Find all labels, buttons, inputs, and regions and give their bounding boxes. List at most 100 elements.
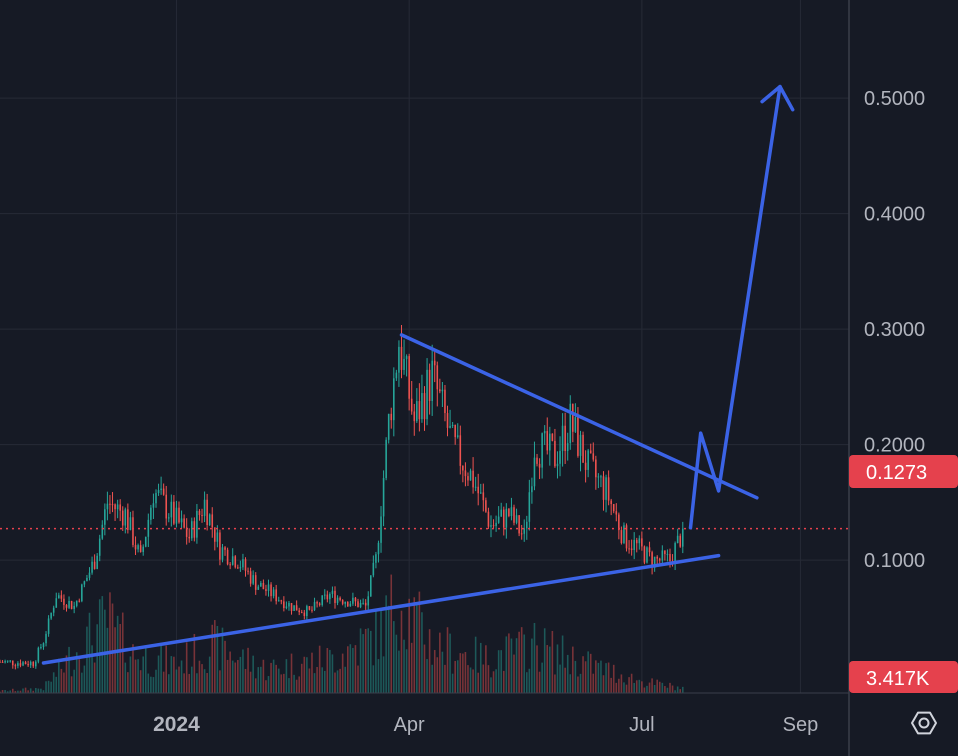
candle-body bbox=[561, 425, 564, 451]
volume-bar bbox=[101, 596, 104, 693]
volume-bar bbox=[242, 649, 244, 693]
volume-bar bbox=[482, 664, 485, 693]
projection-path[interactable] bbox=[688, 84, 782, 530]
volume-bar bbox=[551, 630, 554, 693]
volume-bar bbox=[121, 612, 124, 693]
candle-body bbox=[387, 413, 390, 440]
drawing-tools[interactable] bbox=[41, 84, 795, 665]
volume-bar bbox=[541, 662, 543, 693]
volume-bar bbox=[201, 664, 203, 693]
volume-bar bbox=[546, 645, 549, 693]
candle-body bbox=[119, 504, 121, 511]
time-axis[interactable]: 2024 Apr Jul Sep bbox=[153, 713, 818, 736]
candle-body bbox=[175, 507, 178, 524]
volume-bar bbox=[646, 685, 648, 693]
volume-bar bbox=[144, 647, 147, 693]
volume-bar bbox=[183, 673, 185, 693]
candle-body bbox=[144, 536, 147, 547]
volume-bar bbox=[323, 670, 326, 693]
volume-bar bbox=[441, 651, 444, 693]
candle-body bbox=[367, 596, 370, 606]
volume-bar bbox=[352, 647, 354, 693]
candle-body bbox=[398, 346, 400, 373]
candle-body bbox=[4, 661, 6, 663]
volume-bar bbox=[341, 653, 344, 693]
candle-body bbox=[439, 389, 441, 392]
candle-body bbox=[178, 507, 180, 523]
candle-body bbox=[523, 528, 526, 534]
candle-body bbox=[569, 403, 572, 444]
candle-body bbox=[157, 490, 160, 493]
volume-bar bbox=[55, 676, 58, 693]
volume-bar bbox=[293, 674, 295, 693]
volume-bar bbox=[27, 690, 29, 693]
volume-bar bbox=[653, 684, 656, 693]
candle-body bbox=[127, 509, 129, 530]
volume-bar bbox=[265, 680, 267, 693]
volume-bar bbox=[676, 686, 679, 693]
candle-body bbox=[68, 600, 70, 608]
volume-bar bbox=[600, 660, 602, 693]
volume-bar bbox=[35, 687, 37, 693]
volume-bar bbox=[515, 638, 518, 693]
candle-body bbox=[395, 372, 398, 379]
volume-bar bbox=[298, 676, 300, 693]
volume-bar bbox=[58, 658, 60, 693]
volume-bar bbox=[408, 598, 410, 693]
candle-body bbox=[247, 570, 249, 572]
candle-body bbox=[474, 486, 477, 488]
candle-body bbox=[487, 511, 490, 527]
candle-body bbox=[464, 470, 467, 477]
volume-bar bbox=[42, 690, 45, 693]
last-volume-badge: 3.417K bbox=[849, 661, 958, 693]
candle-body bbox=[635, 539, 638, 544]
volume-bar bbox=[405, 649, 408, 693]
candle-body bbox=[615, 511, 618, 515]
volume-bar bbox=[380, 609, 382, 693]
candle-body bbox=[566, 443, 569, 451]
volume-bar bbox=[19, 690, 22, 693]
volume-bar bbox=[137, 659, 139, 693]
candle-body bbox=[249, 571, 252, 584]
volume-bar bbox=[22, 688, 24, 693]
volume-bar bbox=[349, 644, 352, 693]
candle-body bbox=[88, 572, 91, 578]
candle-body bbox=[70, 600, 73, 609]
projection-arrowhead[interactable] bbox=[760, 84, 795, 112]
candle-body bbox=[385, 439, 387, 479]
candle-body bbox=[262, 582, 265, 590]
volume-bar bbox=[456, 660, 459, 693]
candle-body bbox=[63, 598, 65, 605]
volume-bar bbox=[226, 659, 229, 693]
volume-bar bbox=[17, 690, 19, 693]
candle-body bbox=[203, 499, 206, 516]
volume-bar bbox=[24, 687, 27, 693]
candle-body bbox=[1, 661, 4, 663]
volume-bar bbox=[679, 689, 682, 693]
candle-body bbox=[433, 360, 436, 366]
volume-bar bbox=[280, 674, 283, 693]
candle-body bbox=[579, 434, 582, 456]
candle-body bbox=[208, 514, 211, 526]
candle-body bbox=[628, 548, 630, 550]
volume-bar bbox=[283, 673, 285, 693]
gear-icon[interactable] bbox=[911, 711, 937, 735]
candle-body bbox=[17, 663, 19, 666]
candle-body bbox=[252, 575, 254, 584]
candle-body bbox=[132, 517, 134, 545]
candle-body bbox=[495, 522, 497, 527]
volume-bar bbox=[497, 650, 500, 693]
volume-bar bbox=[109, 592, 111, 693]
candle-body bbox=[577, 417, 579, 456]
volume-bar bbox=[9, 690, 12, 693]
support-trendline[interactable] bbox=[41, 553, 721, 665]
candle-body bbox=[9, 660, 12, 662]
volume-bar bbox=[630, 673, 633, 693]
volume-bar bbox=[52, 672, 55, 693]
candle-body bbox=[620, 530, 623, 544]
candle-body bbox=[618, 514, 620, 531]
candle-body bbox=[403, 358, 405, 370]
volume-bar bbox=[449, 633, 451, 693]
volume-bar bbox=[658, 681, 661, 693]
